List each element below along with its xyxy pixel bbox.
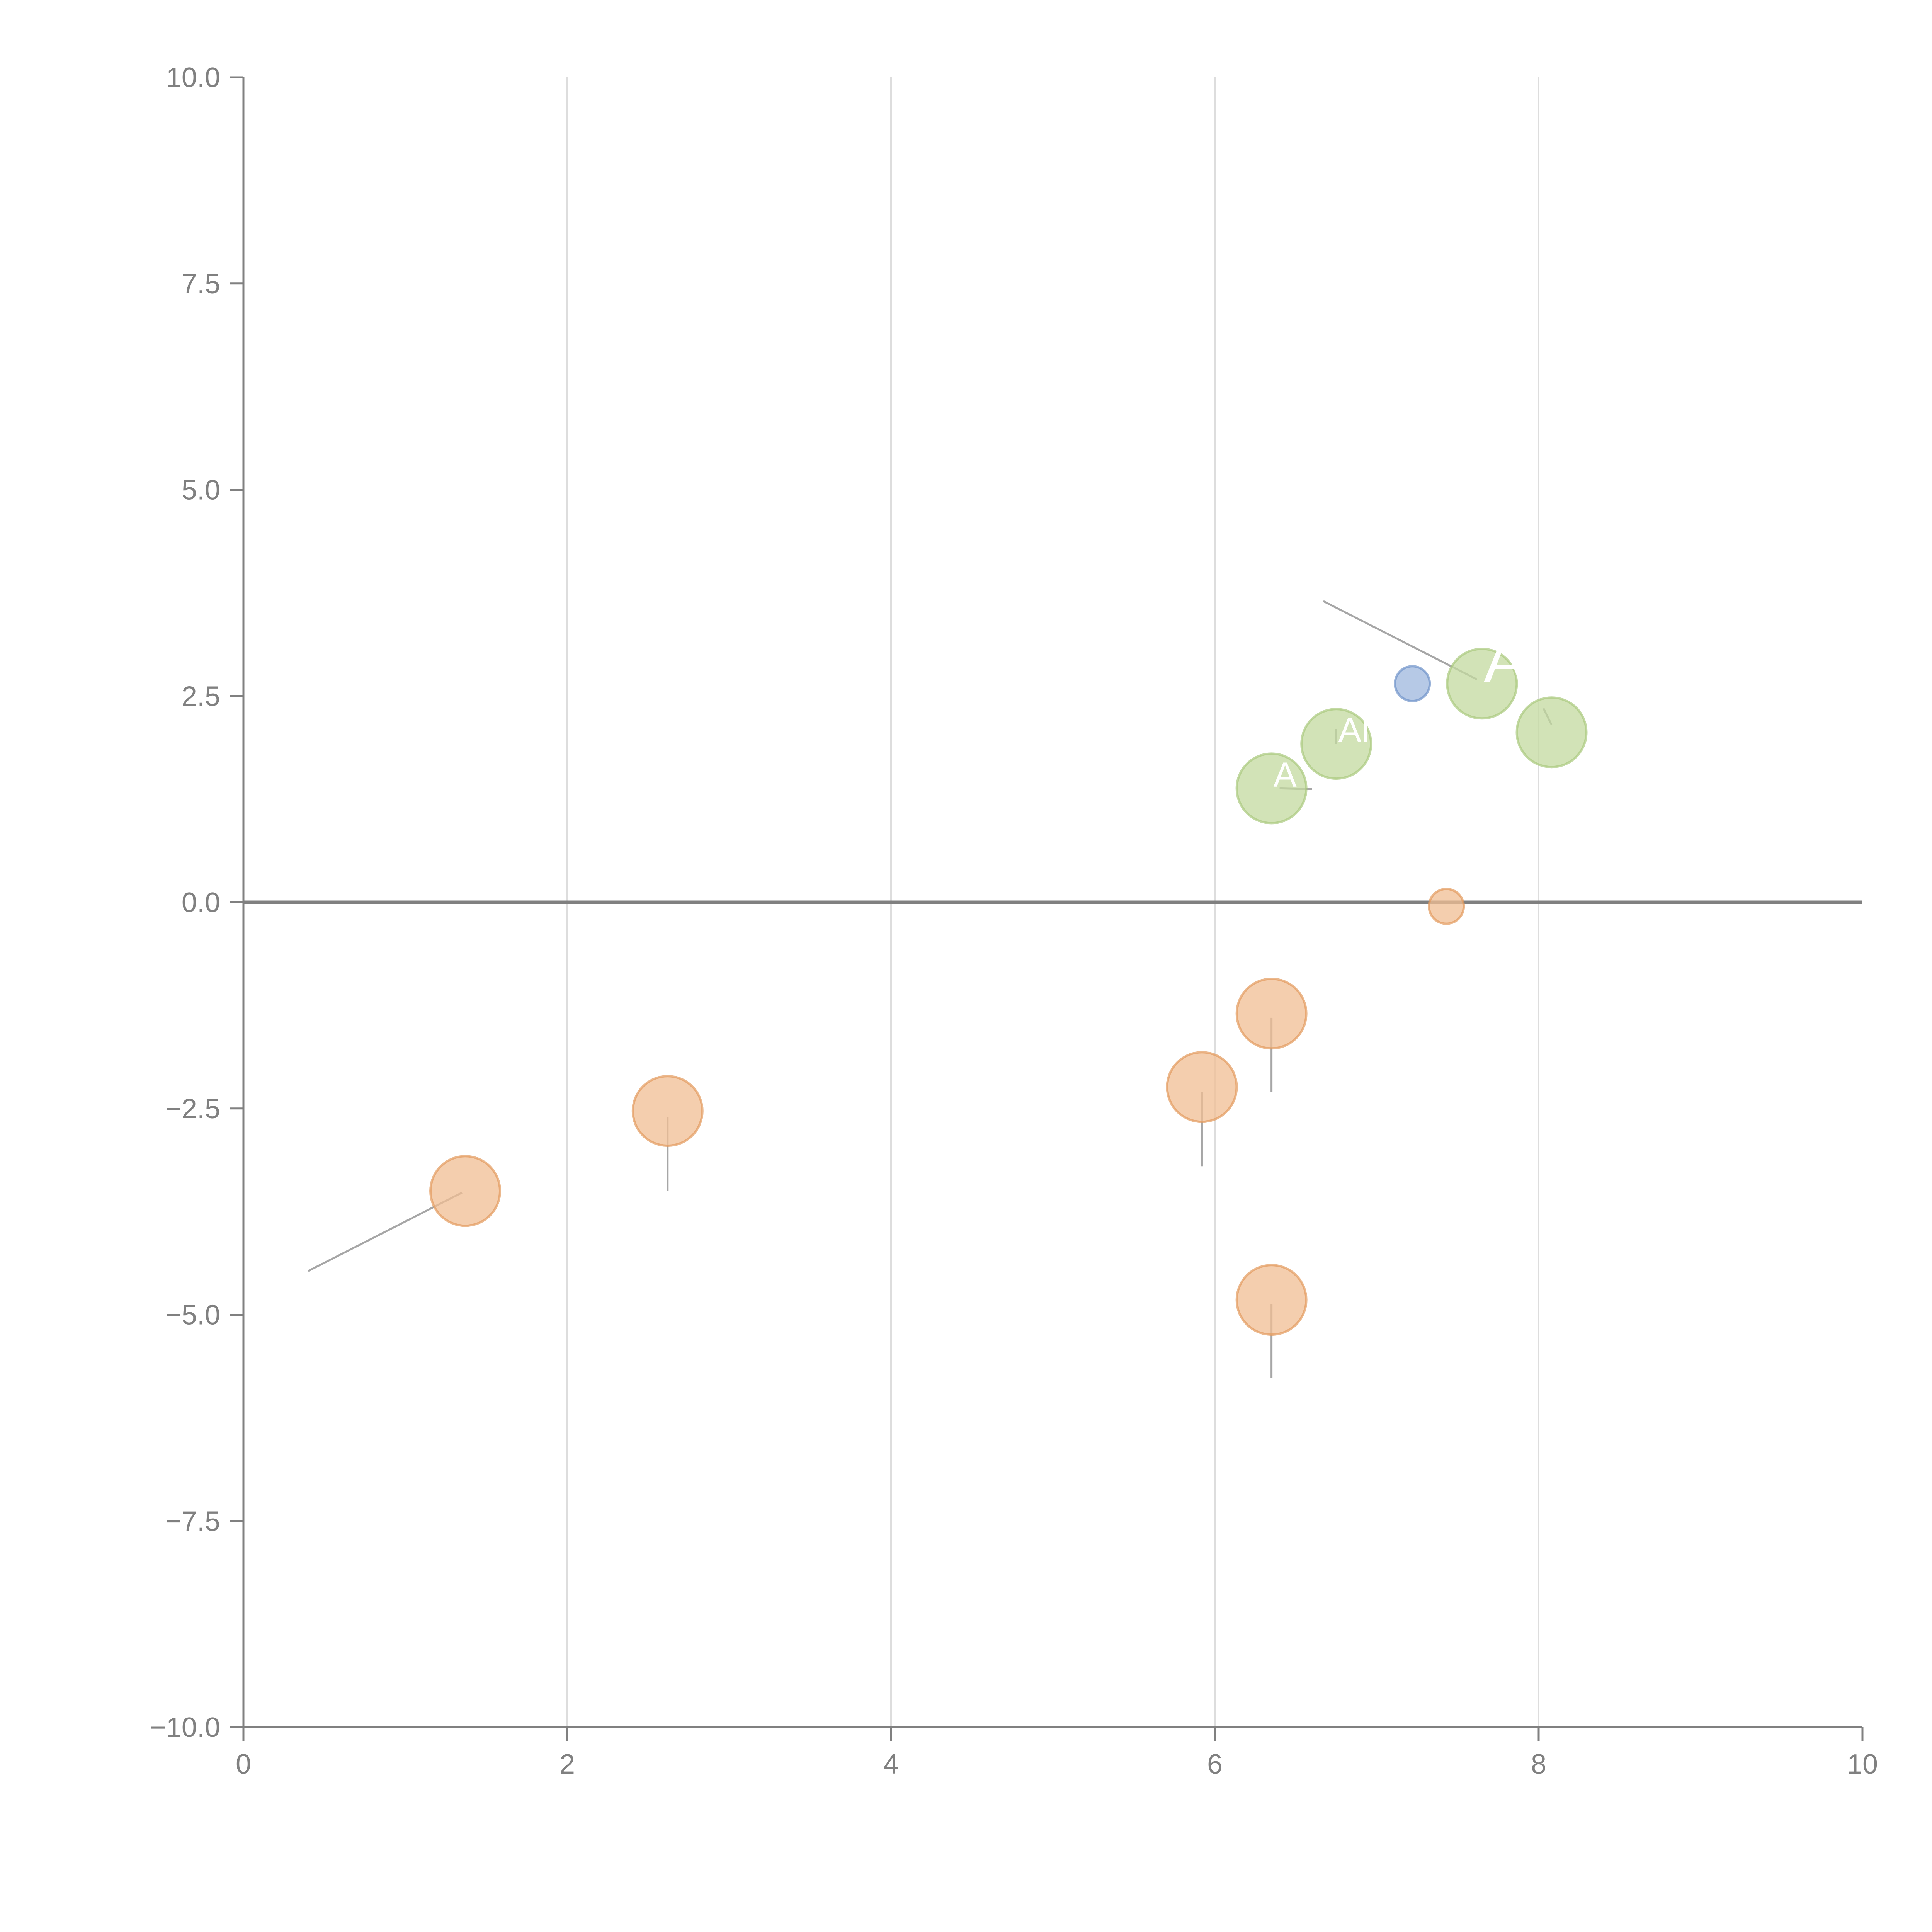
- y-tick-label: 0.0: [182, 887, 220, 918]
- orange-bubble: [1235, 978, 1308, 1050]
- green-bubble: [1515, 696, 1588, 769]
- y-tick-label: 5.0: [182, 475, 220, 506]
- orange-bubble: [1428, 888, 1465, 925]
- orange-bubble: [1166, 1051, 1238, 1123]
- y-tick-label: 2.5: [182, 681, 220, 712]
- bubble-labels: A ANI A: [1274, 626, 1526, 794]
- bubble-label: A: [1274, 755, 1297, 794]
- x-tick-label: 4: [883, 1749, 899, 1780]
- axes: 10.0 7.5 5.0 2.5 0.0 −2.5 −5.0 −7.5 −10.0 0 2 4 6 8 10: [150, 62, 1878, 1780]
- x-tick-label: 2: [560, 1749, 575, 1780]
- y-tick-label: −2.5: [165, 1094, 220, 1124]
- y-tick-label: −5.0: [165, 1300, 220, 1331]
- orange-bubble: [1235, 1264, 1308, 1336]
- orange-bubble: [429, 1155, 502, 1227]
- bubble-label: ANI: [1338, 711, 1396, 750]
- green-bubble: [1300, 708, 1372, 780]
- y-tick-label: −7.5: [165, 1506, 220, 1537]
- orange-bubble: [631, 1075, 704, 1147]
- x-tick-label: 6: [1207, 1749, 1223, 1780]
- green-bubble: [1446, 648, 1518, 720]
- y-tick-label: −10.0: [150, 1712, 220, 1743]
- y-tick-label: 7.5: [182, 269, 220, 299]
- bubbles: [429, 648, 1588, 1336]
- green-bubble: [1235, 752, 1308, 825]
- blue-bubble: [1394, 665, 1431, 702]
- y-tick-label: 10.0: [166, 62, 220, 93]
- bubble-label: A: [1484, 626, 1525, 695]
- x-tick-label: 10: [1847, 1749, 1878, 1780]
- x-tick-label: 0: [236, 1749, 251, 1780]
- x-tick-label: 8: [1531, 1749, 1546, 1780]
